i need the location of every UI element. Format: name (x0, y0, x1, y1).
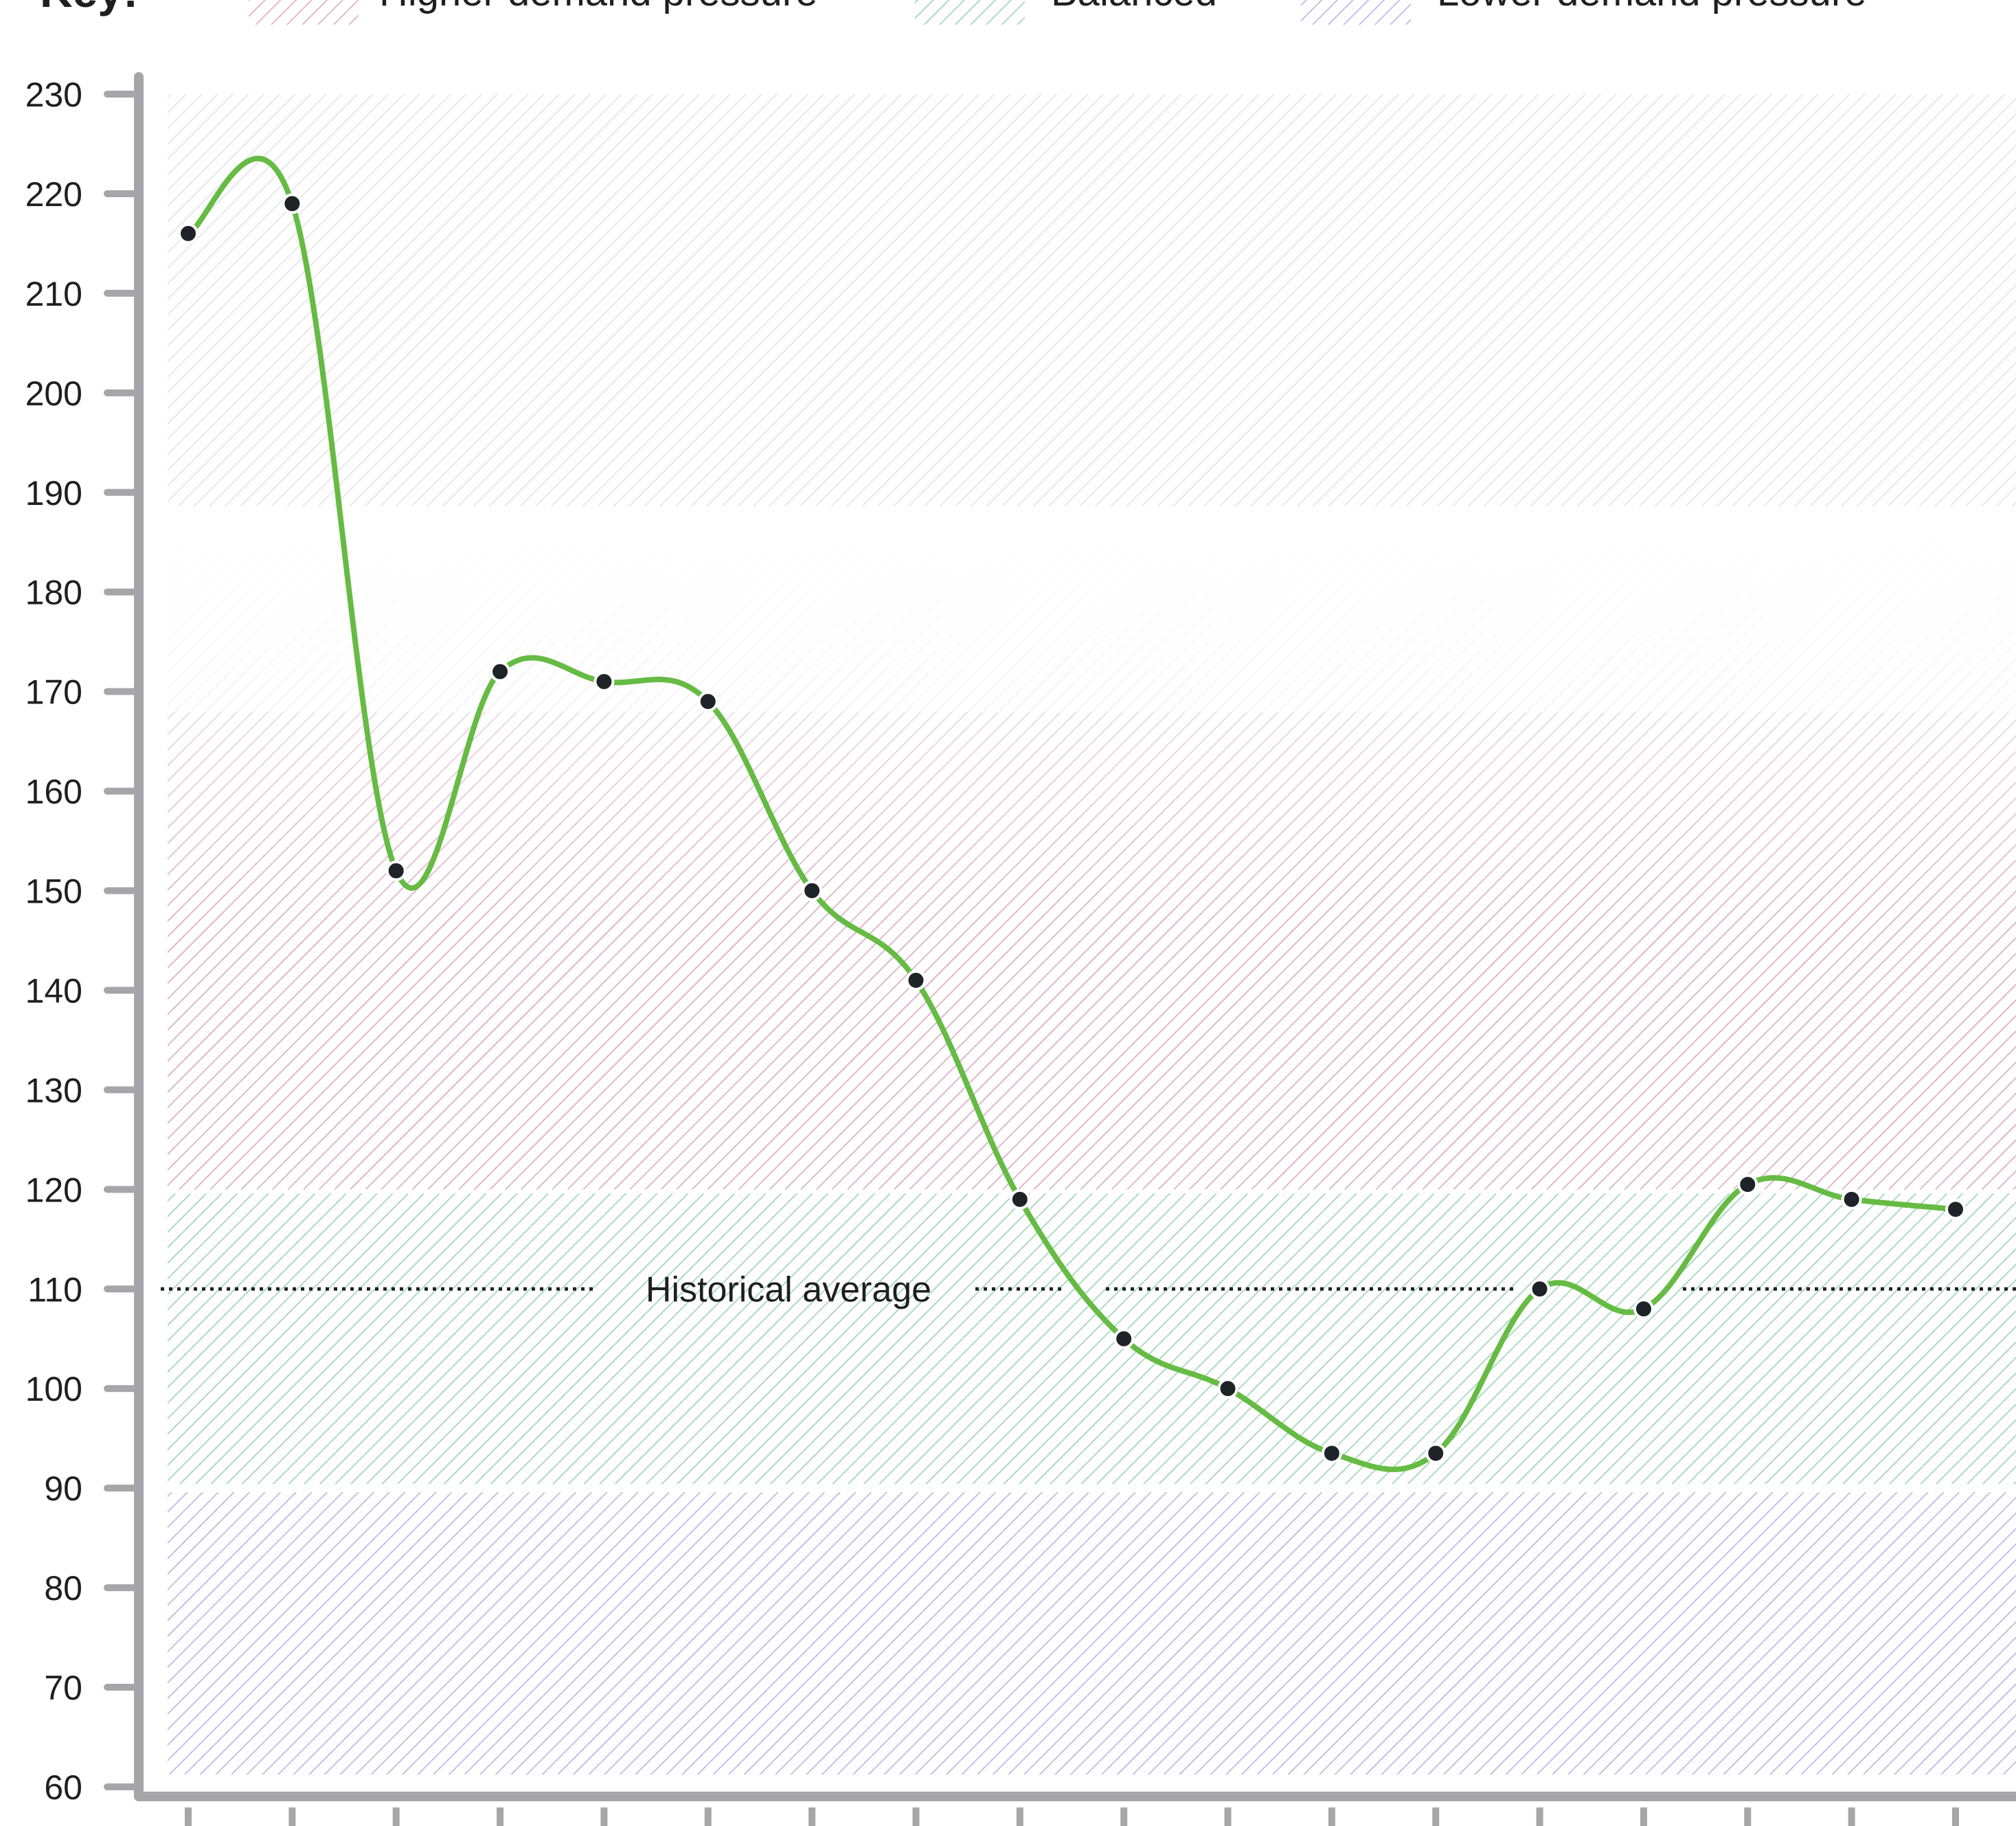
legend-item-balanced: Balanced (915, 0, 1217, 25)
data-point-1 (178, 223, 199, 244)
data-point-18 (1945, 1199, 1966, 1220)
y-tick-label: 110 (27, 1270, 82, 1309)
legend-swatch-balanced (915, 0, 1025, 25)
y-tick-label: 160 (25, 773, 82, 811)
data-points (178, 193, 1966, 1464)
band-top-fade (168, 506, 2016, 918)
legend-swatch-lower (1301, 0, 1411, 25)
band-balanced (168, 1193, 2016, 1485)
data-point-2 (282, 193, 303, 214)
axes (134, 72, 2016, 1801)
y-tick-label: 60 (44, 1768, 82, 1807)
historical-average-label: Historical average (646, 1270, 931, 1309)
data-point-17 (1841, 1188, 1862, 1210)
y-tick-label: 180 (25, 574, 82, 612)
legend-item-lower: Lower demand pressure (1301, 0, 1866, 25)
y-tick-label: 120 (25, 1171, 82, 1209)
legend-item-higher: Higher demand pressure (249, 0, 817, 25)
data-point-10 (1113, 1328, 1135, 1349)
y-tick-label: 90 (44, 1469, 82, 1508)
y-tick-label: 70 (44, 1669, 82, 1707)
data-point-7 (802, 880, 823, 901)
data-point-3 (385, 860, 407, 881)
y-tick-label: 220 (25, 175, 82, 214)
data-point-8 (905, 969, 927, 991)
series-line (185, 155, 1958, 1472)
x-ticks (185, 1807, 1959, 1826)
legend-title: Key: (40, 0, 138, 16)
data-point-14 (1529, 1278, 1550, 1300)
data-point-12 (1321, 1443, 1342, 1464)
legend-label-higher: Higher demand pressure (379, 0, 817, 14)
series (185, 155, 1958, 1472)
y-ticks: 60 70 80 90 100 110 120 130 140 150 160 170 180 190 20… (25, 76, 138, 1807)
y-tick-label: 130 (25, 1071, 82, 1109)
y-tick-label: 80 (44, 1569, 82, 1608)
y-tick-label: 190 (25, 474, 82, 512)
data-point-5 (593, 671, 615, 692)
band-lower-demand (168, 1492, 2016, 1774)
bands-layer (168, 94, 2016, 1774)
data-point-13 (1425, 1443, 1447, 1464)
data-point-16 (1737, 1174, 1758, 1195)
y-tick-label: 210 (25, 275, 82, 313)
y-tick-label: 200 (25, 374, 82, 413)
y-tick-label: 140 (25, 971, 82, 1010)
y-tick-label: 100 (25, 1370, 82, 1408)
data-point-4 (490, 661, 511, 682)
historical-average-line: Historical average (161, 1270, 2016, 1309)
legend-label-lower: Lower demand pressure (1437, 0, 1866, 14)
data-point-9 (1009, 1188, 1030, 1210)
data-point-6 (697, 691, 718, 712)
data-point-11 (1217, 1378, 1238, 1399)
legend-swatch-higher (249, 0, 359, 25)
legend: Key: Higher demand pressure Balanced Low… (40, 0, 1866, 25)
data-point-15 (1633, 1298, 1654, 1320)
legend-label-balanced: Balanced (1051, 0, 1217, 14)
y-tick-label: 230 (25, 76, 82, 114)
y-tick-label: 150 (25, 872, 82, 911)
y-tick-label: 170 (25, 673, 82, 712)
